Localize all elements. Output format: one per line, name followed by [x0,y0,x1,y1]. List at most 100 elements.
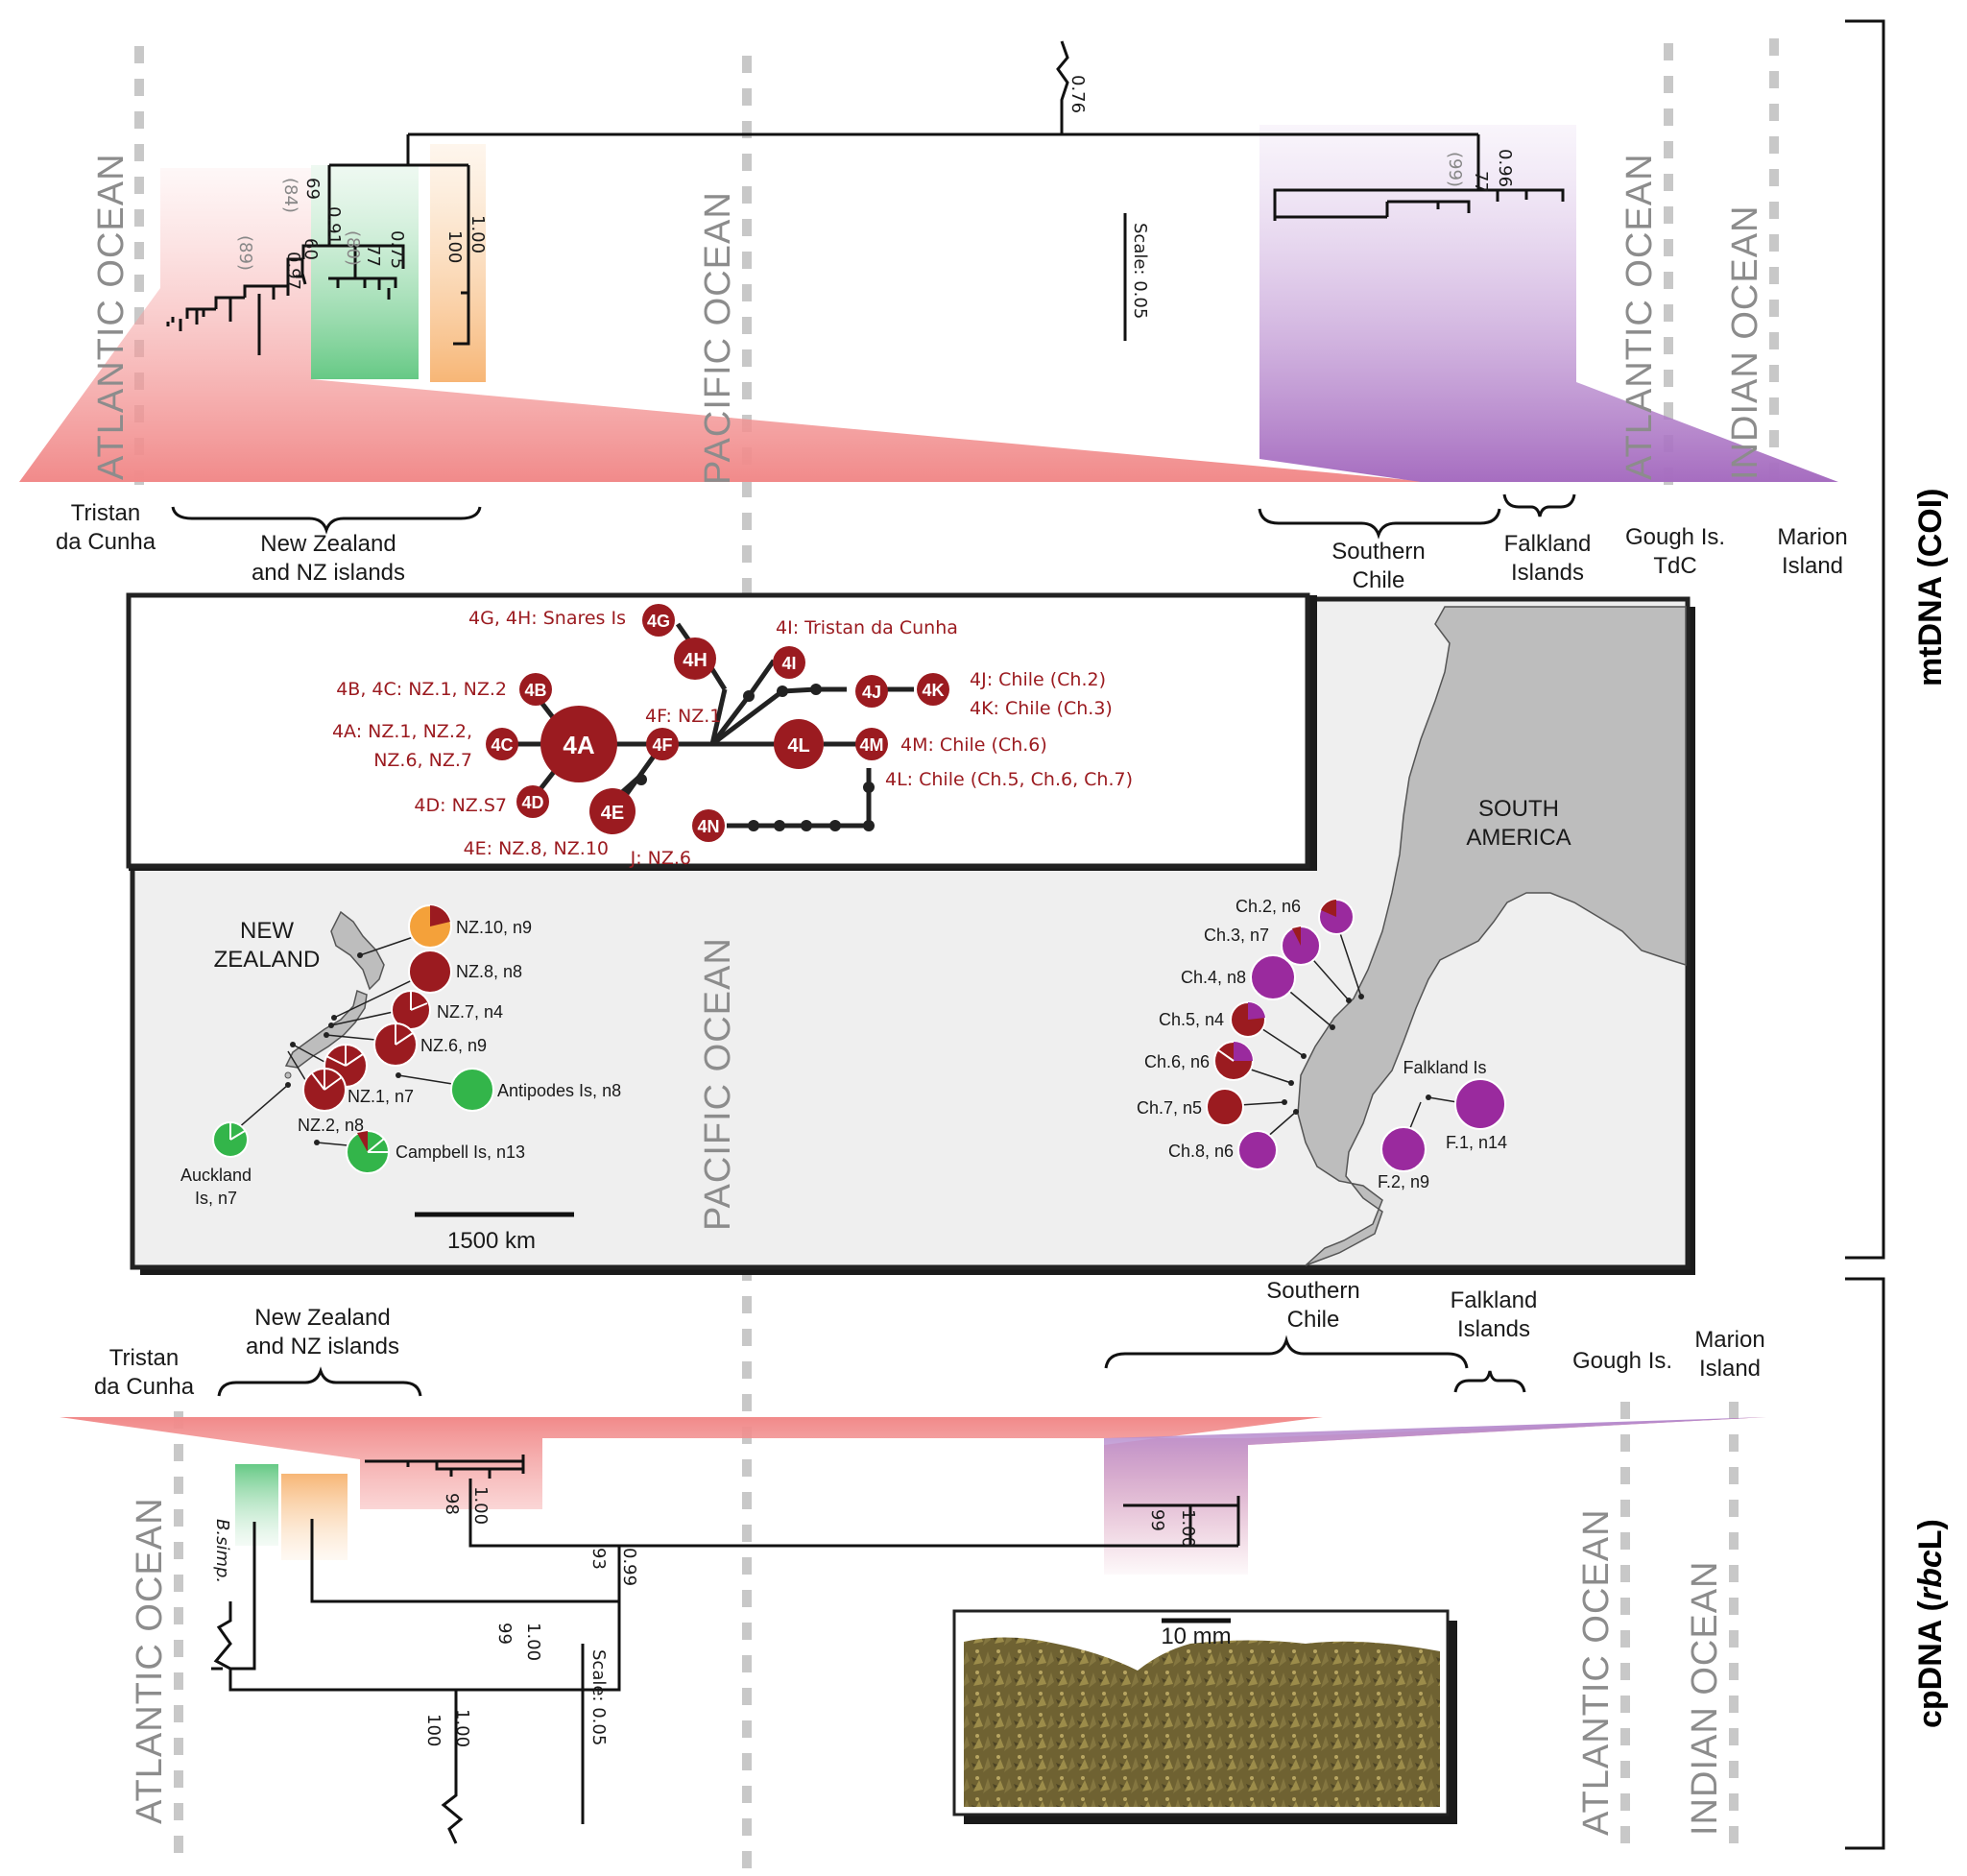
pop-ch5: Ch.5, n4 [1159,1010,1224,1029]
bsupport-93: 93 [588,1548,609,1570]
bsupport-1r: 1.00 [1178,1509,1198,1548]
node-label-4M: 4M [859,735,883,755]
map-label-nz-1: NEW [240,918,294,944]
region-falkland-bottom-1: Falkland [1451,1287,1538,1313]
node-label-4N: 4N [697,817,719,836]
hap-label-gh: 4G, 4H: Snares Is [468,608,626,629]
orange-wedge-bottom [281,1474,348,1560]
support-root: 0.76 [1067,75,1088,113]
hap-label-l: 4L: Chile (Ch.5, Ch.6, Ch.7) [885,769,1133,790]
chile-wedge-top [1259,125,1838,482]
marker-cpdna-suffix: L) [1912,1519,1949,1550]
node-label-4F: 4F [652,735,672,755]
hap-label-jk2: 4K: Chile (Ch.3) [970,698,1113,719]
region-gough-bottom: Gough Is. [1572,1348,1672,1374]
node-4I [773,646,805,679]
pop-nz2: NZ.2, n8 [298,1116,364,1135]
hap-label-d: 4D: NZ.S7 [414,795,507,816]
network-vertices [636,684,875,831]
pop-ch7: Ch.7, n5 [1137,1098,1202,1118]
region-chile-top-1: Southern [1331,539,1425,565]
region-marion-top-2: Island [1782,553,1843,579]
green-wedge-bottom [235,1464,278,1546]
mtdna-phylogeny [166,40,1565,355]
support-075: 0.75 [387,230,407,269]
node-4F [646,728,679,760]
region-nz-top-1: New Zealand [260,531,396,557]
region-gough-top-1: Gough Is. [1625,524,1725,550]
ocean-label-atlantic-top-left: ATLANTIC OCEAN [91,153,132,480]
brace-falkland-bottom [1453,1370,1526,1393]
node-label-4B: 4B [524,681,546,700]
marker-cpdna-prefix: cpDNA ( [1912,1599,1949,1728]
hap-label-f: 4F: NZ.1 [645,706,721,727]
pop-auckland-2: Is, n7 [195,1189,237,1208]
node-label-4D: 4D [521,793,543,812]
hap-label-a1: 4A: NZ.1, NZ.2, [332,721,472,742]
pink-clade [166,257,307,355]
support-096: 0.96 [1495,149,1515,187]
ocean-label-indian-bottom: INDIAN OCEAN [1685,1561,1725,1836]
bsupport-1b: 1.00 [523,1623,543,1661]
region-nz-bottom-2: and NZ islands [246,1334,399,1359]
south-america-landmass [1297,606,1687,1266]
support-80: (80) [343,230,363,266]
ocean-label-pacific-map: PACIFIC OCEAN [698,937,738,1231]
hap-label-e: 4E: NZ.8, NZ.10 [464,838,609,859]
bsupport-100: 100 [423,1714,444,1746]
brace-nz-bottom [217,1366,422,1397]
region-tristan-bottom-2: da Cunha [94,1374,195,1400]
region-marion-bottom-2: Island [1699,1356,1761,1382]
hap-label-j: J: NZ.6 [630,848,691,869]
purple-wedge-bottom [1104,1417,1766,1575]
node-4D [516,785,549,818]
green-clade [328,246,397,300]
node-label-4E: 4E [601,803,624,824]
nz-chile-split [468,1479,1240,1548]
bsupport-099: 0.99 [619,1548,639,1586]
node-label-4K: 4K [922,681,944,700]
hap-label-m: 4M: Chile (Ch.6) [900,734,1047,756]
pop-nz7: NZ.7, n4 [437,1002,503,1022]
photo-scale-label: 10 mm [1161,1623,1231,1649]
root-break-bottom [441,1690,464,1844]
pop-auckland-1: Auckland [180,1166,252,1185]
hap-label-a2: NZ.6, NZ.7 [373,750,472,771]
pop-f2: F.2, n9 [1378,1172,1429,1191]
node-label-4C: 4C [491,735,513,755]
pink-clade-bottom [365,1455,525,1479]
node-label-4L: 4L [787,735,809,757]
nz-branch [329,134,468,167]
region-marion-top-1: Marion [1777,524,1847,550]
outgroup-branches [211,1519,621,1692]
ocean-label-atlantic-top-right: ATLANTIC OCEAN [1619,153,1660,480]
node-4N [692,809,725,842]
map-label-sa-1: SOUTH [1478,796,1559,822]
node-label-4A: 4A [563,731,594,759]
ocean-label-indian-top: INDIAN OCEAN [1725,205,1765,480]
stewart-island [284,1071,292,1079]
region-chile-top-2: Chile [1353,567,1405,593]
support-091: 0.91 [324,206,344,245]
pop-f1: F.1, n14 [1446,1133,1507,1152]
region-tristan-bottom-1: Tristan [109,1345,179,1371]
pop-ch4: Ch.4, n8 [1181,968,1246,987]
node-4M [855,728,888,760]
support-1: 1.00 [468,215,488,253]
support-89: (89) [235,235,255,271]
pop-ch2: Ch.2, n6 [1235,897,1301,916]
support-84: (84) [280,178,300,213]
region-gough-top-2: TdC [1653,553,1696,579]
ocean-label-pacific-top: PACIFIC OCEAN [698,191,738,485]
pop-nz1: NZ.1, n7 [348,1087,414,1106]
pink-wedge-bottom [60,1417,1766,1575]
map-label-nz-2: ZEALAND [214,947,321,973]
map-label-sa-2: AMERICA [1466,825,1571,851]
marker-mtdna: mtDNA (COI) [1912,489,1949,687]
pop-ch3: Ch.3, n7 [1204,926,1269,945]
region-chile-bottom-2: Chile [1287,1307,1340,1333]
root-break [1056,40,1069,134]
region-falkland-top-1: Falkland [1504,531,1592,557]
support-77: 77 [363,245,383,267]
bsupport-99r: 99 [1147,1509,1167,1531]
